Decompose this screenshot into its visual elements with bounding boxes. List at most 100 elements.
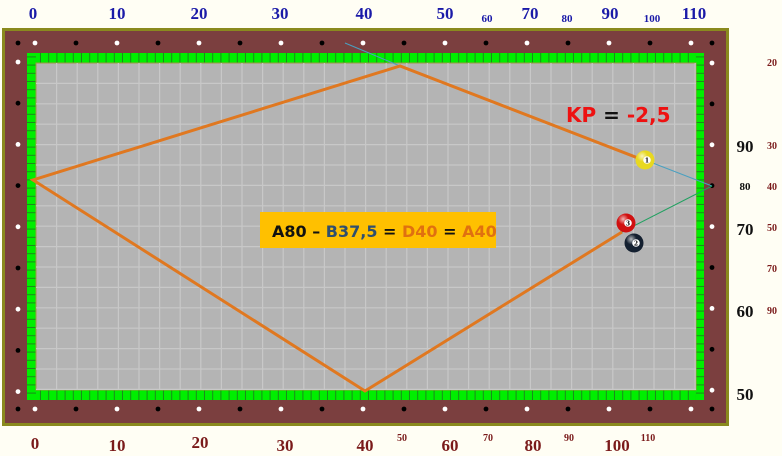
- right-secondary-label: 70: [767, 264, 777, 275]
- diamond-white: [688, 406, 694, 412]
- diamond-white: [709, 60, 715, 66]
- diamond-black: [237, 40, 243, 46]
- diamond-white: [524, 40, 530, 46]
- diamond-white: [709, 224, 715, 230]
- bottom-scale-label: 80: [525, 436, 542, 455]
- diamond-white: [32, 406, 38, 412]
- top-scale-label: 40: [356, 4, 373, 23]
- diamond-black: [401, 40, 407, 46]
- top-scale-label: 90: [602, 4, 619, 23]
- cushion-left: [27, 53, 36, 400]
- diamond-white: [15, 389, 21, 394]
- bottom-scale-label: 0: [31, 434, 40, 453]
- right-secondary-label: 90: [767, 306, 777, 317]
- formula-a40: A40: [462, 222, 497, 241]
- diamond-white: [606, 406, 612, 412]
- bottom-scale-label: 90: [564, 433, 574, 444]
- diamond-black: [15, 265, 21, 271]
- diamond-white: [442, 406, 448, 412]
- diamond-white: [606, 40, 612, 46]
- diamond-black: [565, 406, 571, 412]
- diamond-black: [319, 40, 325, 46]
- diamond-white: [196, 40, 202, 46]
- right-scale-label: 70: [737, 220, 754, 239]
- diamond-black: [15, 40, 21, 46]
- diamond-black: [709, 40, 715, 46]
- ball-number: 1: [645, 158, 649, 165]
- right-scale-label: 90: [737, 137, 754, 156]
- diamond-black: [401, 406, 407, 412]
- ball-number: 2: [634, 241, 638, 248]
- diamond-white: [709, 387, 715, 393]
- right-secondary-label: 50: [767, 223, 777, 234]
- balls: 1 3 2: [616, 150, 655, 253]
- object-ball-red: 3: [616, 213, 636, 233]
- cue-ball-path: [29, 64, 639, 393]
- diamond-black: [483, 40, 489, 46]
- bottom-scale-label: 40: [357, 436, 374, 455]
- top-scale-label: 80: [562, 13, 574, 25]
- kp-equals: =: [596, 103, 627, 127]
- ball-number: 3: [626, 221, 630, 228]
- formula-b375: B37,5: [326, 222, 378, 241]
- diamond-white: [15, 306, 21, 312]
- top-scale-label: 20: [191, 4, 208, 23]
- diamond-black: [15, 100, 21, 106]
- object-ball-dark: 2: [624, 233, 644, 253]
- diamond-black: [15, 406, 21, 412]
- diamond-white: [32, 40, 38, 46]
- diamond-black: [709, 346, 715, 352]
- cushion-top: [27, 53, 704, 63]
- diamond-black: [73, 40, 79, 46]
- diamond-black: [647, 40, 653, 46]
- formula-eq2: =: [438, 222, 463, 241]
- diamond-black: [709, 406, 715, 412]
- formula-box: A80 – B37,5 = D40 = A40: [260, 212, 497, 248]
- right-scale-label: 50: [737, 385, 754, 404]
- bottom-scale-label: 10: [109, 436, 126, 455]
- diamond-white: [442, 40, 448, 46]
- right-scale-label: 60: [737, 302, 754, 321]
- top-scale-label: 60: [482, 13, 494, 25]
- kp-label: KP: [566, 103, 596, 127]
- top-scale-label: 70: [522, 4, 539, 23]
- diamond-black: [709, 265, 715, 270]
- aim-line: [344, 42, 401, 67]
- diamonds: [15, 40, 715, 412]
- cushion-right: [696, 53, 704, 400]
- diamond-white: [114, 406, 120, 412]
- diamond-black: [155, 406, 161, 412]
- formula-dash: –: [307, 222, 326, 241]
- diamond-black: [709, 101, 715, 107]
- diamond-black: [319, 406, 325, 412]
- bottom-scale-label: 110: [641, 433, 655, 444]
- svg-text:A80 – B37,5 = D40 = A40: A80 – B37,5 = D40 = A40: [272, 222, 497, 241]
- diamond-black: [15, 183, 21, 189]
- formula-d40: D40: [402, 222, 438, 241]
- diamond-white: [709, 142, 715, 148]
- diamond-black: [15, 348, 21, 353]
- bottom-scale-label: 50: [397, 433, 407, 444]
- right-scale-label: 80: [740, 181, 752, 193]
- diamond-white: [278, 406, 284, 412]
- diamond-black: [565, 40, 571, 46]
- diamond-white: [278, 40, 284, 46]
- diamond-white: [114, 40, 120, 46]
- top-scale-label: 10: [109, 4, 126, 23]
- formula-a80: A80: [272, 222, 307, 241]
- scale-labels: 0 10 20 30 40 50 60 70 80 90 100 110908070605020304…: [29, 4, 777, 455]
- top-scale-label: 50: [437, 4, 454, 23]
- diamond-black: [155, 40, 161, 46]
- bottom-scale-label: 60: [442, 436, 459, 455]
- kp-value: -2,5: [627, 103, 671, 127]
- aim-line: [644, 159, 713, 187]
- formula-eq1: =: [377, 222, 402, 241]
- kp-readout: KP = -2,5: [566, 103, 671, 127]
- bottom-scale-label: 70: [483, 433, 493, 444]
- diamond-black: [73, 406, 79, 412]
- diamond-white: [360, 406, 366, 412]
- diamond-white: [360, 40, 366, 46]
- top-scale-label: 30: [272, 4, 289, 23]
- diamond-black: [483, 406, 489, 412]
- cushion-bottom: [27, 390, 704, 400]
